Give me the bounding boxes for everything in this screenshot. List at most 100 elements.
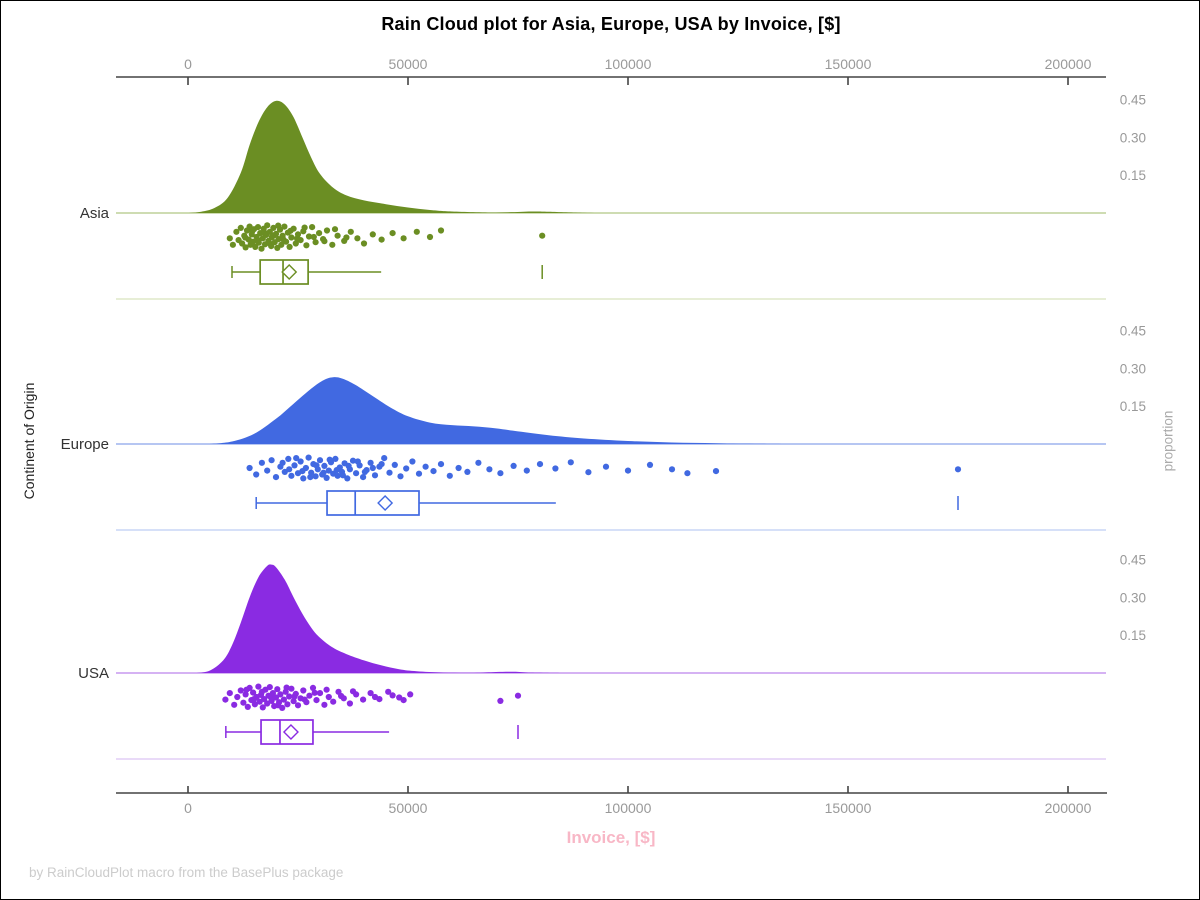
scatter-point — [253, 471, 260, 478]
scatter-point — [320, 469, 327, 476]
scatter-point — [332, 455, 339, 462]
scatter-point — [344, 475, 351, 482]
scatter-point — [316, 230, 323, 237]
scatter-point — [290, 225, 297, 232]
scatter-point — [237, 687, 244, 694]
density-curve-asia — [188, 100, 606, 213]
scatter-point — [539, 232, 546, 239]
scatter-point — [486, 466, 493, 473]
scatter-point — [288, 472, 295, 479]
scatter-point — [264, 467, 271, 474]
scatter-point — [306, 692, 313, 699]
mean-diamond — [282, 724, 299, 740]
scatter-point — [286, 466, 293, 473]
scatter-point — [311, 689, 318, 696]
scatter-point — [297, 458, 304, 465]
scatter-point — [283, 684, 290, 691]
scatter-point — [313, 697, 320, 704]
scatter-point — [954, 466, 962, 473]
scatter-point — [229, 241, 236, 248]
scatter-point — [246, 684, 253, 692]
scatter-point — [585, 469, 592, 476]
scatter-point — [415, 470, 423, 477]
scatter-point — [309, 224, 316, 231]
scatter-point — [354, 235, 361, 242]
scatter-point — [288, 685, 295, 692]
scatter-point — [257, 230, 264, 237]
scatter-point — [268, 457, 275, 464]
y-axis-title-right: proportion — [1160, 410, 1176, 472]
footnote: by RainCloudPlot macro from the BasePlus… — [29, 865, 344, 880]
bottom-axis-tick-label: 100000 — [605, 800, 652, 816]
scatter-point — [378, 461, 385, 468]
scatter-point — [340, 695, 347, 702]
scatter-point — [266, 228, 273, 235]
scatter-point — [309, 684, 317, 692]
scatter-point — [464, 468, 471, 475]
scatter-point — [316, 690, 324, 697]
scatter-point — [269, 690, 276, 697]
scatter-point — [378, 236, 385, 243]
scatter-point — [252, 243, 259, 250]
scatter-point — [353, 470, 360, 477]
scatter-point — [266, 684, 273, 691]
scatter-point — [397, 473, 404, 480]
box-europe — [326, 490, 420, 516]
scatter-point — [303, 242, 310, 249]
scatter-point — [244, 703, 251, 711]
chart-title: Rain Cloud plot for Asia, Europe, USA by… — [381, 14, 841, 34]
scatter-point — [386, 469, 393, 476]
scatter-point — [242, 244, 249, 251]
scatter-point — [353, 691, 360, 698]
scatter-point — [294, 231, 302, 238]
scatter-point — [297, 237, 304, 244]
scatter-point — [291, 462, 298, 469]
scatter-point — [274, 686, 281, 693]
scatter-point — [279, 704, 286, 712]
scatter-point — [261, 696, 268, 703]
scatter-point — [426, 233, 434, 241]
scatter-point — [430, 468, 437, 475]
scatter-point — [523, 467, 530, 474]
scatter-point — [360, 696, 367, 703]
scatter-point — [316, 457, 324, 464]
scatter-point — [302, 464, 309, 472]
scatter-point — [293, 455, 300, 462]
scatter-point — [323, 227, 331, 234]
scatter-point — [277, 691, 284, 698]
proportion-tick-label: 0.15 — [1120, 168, 1146, 183]
top-axis-tick-label: 100000 — [605, 56, 652, 72]
scatter-point — [264, 222, 271, 229]
scatter-point — [346, 466, 353, 473]
scatter-point — [497, 697, 504, 705]
bottom-axis-tick-label: 0 — [184, 800, 192, 816]
scatter-point — [272, 230, 280, 237]
scatter-point — [300, 475, 307, 482]
scatter-point — [321, 462, 328, 469]
scatter-point — [331, 226, 339, 233]
proportion-tick-label: 0.30 — [1120, 361, 1146, 376]
scatter-point — [300, 687, 307, 694]
scatter-point — [334, 232, 341, 239]
scatter-point — [349, 457, 357, 464]
scatter-point — [237, 224, 244, 231]
scatter-point — [330, 698, 337, 705]
scatter-point — [684, 470, 691, 477]
scatter-point — [536, 461, 544, 468]
scatter-point — [301, 224, 308, 231]
top-axis-tick-label: 50000 — [389, 56, 428, 72]
scatter-point — [422, 463, 429, 470]
scatter-point — [407, 691, 414, 698]
scatter-point — [278, 241, 285, 248]
scatter-point — [268, 697, 275, 705]
scatter-point — [283, 238, 290, 245]
scatter-point — [323, 686, 330, 693]
mean-diamond — [377, 495, 394, 511]
scatter-point — [497, 470, 504, 477]
top-axis-tick-label: 200000 — [1045, 56, 1092, 72]
scatter-point — [360, 474, 367, 481]
category-label-asia: Asia — [80, 205, 110, 222]
scatter-point — [400, 697, 407, 704]
scatter-point — [279, 459, 286, 466]
scatter-point — [343, 234, 350, 241]
